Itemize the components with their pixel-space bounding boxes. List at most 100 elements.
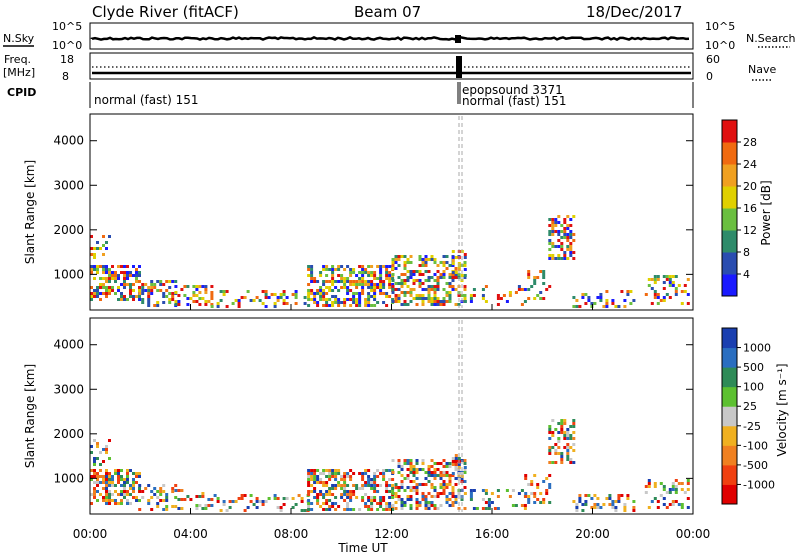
range-cell [162, 292, 166, 295]
range-cell [584, 500, 588, 503]
range-cell [605, 305, 609, 308]
range-cell [557, 215, 561, 218]
range-cell [358, 301, 362, 304]
range-cell [373, 277, 377, 280]
range-cell [108, 499, 111, 502]
range-cell [391, 267, 395, 270]
range-cell [409, 255, 413, 258]
range-cell [282, 503, 286, 506]
range-cell [481, 288, 485, 291]
range-cell [385, 484, 389, 487]
range-cell [207, 498, 211, 501]
range-cell [165, 493, 169, 496]
range-cell [575, 509, 579, 512]
velocity-colorbar-swatch [722, 386, 737, 407]
range-cell [90, 451, 93, 454]
range-cell [566, 431, 570, 434]
range-cell [653, 296, 657, 299]
range-cell [560, 419, 564, 422]
range-cell [90, 298, 93, 301]
range-cell [551, 218, 555, 221]
range-cell [108, 277, 111, 280]
range-cell [433, 489, 437, 492]
range-cell [150, 490, 154, 493]
range-cell [527, 276, 531, 279]
range-cell [111, 289, 114, 292]
range-cell [418, 297, 422, 300]
range-cell [346, 289, 350, 292]
range-cell [677, 482, 681, 485]
range-cell [463, 268, 467, 271]
range-cell [234, 299, 238, 302]
range-cell [123, 286, 126, 289]
range-cell [328, 298, 332, 301]
range-cell [364, 481, 368, 484]
range-cell [451, 259, 455, 262]
range-cell [391, 490, 395, 493]
range-cell [379, 283, 383, 286]
range-cell [548, 446, 552, 449]
range-cell [313, 301, 317, 304]
time-tick-label: 20:00 [575, 527, 610, 541]
range-cell [349, 298, 353, 301]
range-cell [261, 290, 265, 293]
range-cell [126, 499, 129, 502]
range-cell [367, 304, 371, 307]
range-cell [674, 488, 678, 491]
range-cell [448, 477, 452, 480]
range-cell [454, 483, 458, 486]
range-cell [334, 298, 338, 301]
range-cell [454, 276, 458, 279]
range-cell [135, 475, 138, 478]
range-cell [343, 304, 347, 307]
range-cell [150, 496, 154, 499]
range-cell [93, 457, 96, 460]
range-cell [415, 483, 419, 486]
range-cell [590, 302, 594, 305]
range-cell [415, 489, 419, 492]
range-cell [108, 502, 111, 505]
range-cell [548, 425, 552, 428]
range-cell [560, 458, 564, 461]
range-cell [138, 475, 141, 478]
range-cell [439, 486, 443, 489]
range-cell [319, 478, 323, 481]
range-cell [542, 276, 546, 279]
range-cell [569, 437, 573, 440]
range-cell [388, 283, 392, 286]
range-cell [563, 422, 567, 425]
range-cell [105, 478, 108, 481]
range-cell [505, 489, 509, 492]
range-cell [391, 273, 395, 276]
range-cell [548, 254, 552, 257]
range-cell [382, 472, 386, 475]
range-cell [165, 295, 169, 298]
range-cell [99, 286, 102, 289]
range-cell [391, 283, 395, 286]
range-cell [448, 462, 452, 465]
range-cell [424, 261, 428, 264]
range-cell [674, 479, 678, 482]
range-cell [307, 274, 311, 277]
range-cell [340, 301, 344, 304]
range-cell [572, 305, 576, 308]
range-cell [445, 501, 449, 504]
range-cell [180, 288, 184, 291]
range-cell [291, 506, 295, 509]
range-cell [560, 431, 564, 434]
range-cell [310, 475, 314, 478]
range-cell [138, 490, 142, 493]
range-cell [352, 472, 356, 475]
range-cell [560, 452, 564, 455]
range-cell [469, 294, 473, 297]
range-cell [430, 255, 434, 258]
range-cell [376, 286, 380, 289]
range-cell [90, 247, 93, 250]
range-cell [536, 483, 540, 486]
range-cell [397, 459, 401, 462]
range-cell [424, 495, 428, 498]
range-cell [409, 507, 413, 510]
range-cell [665, 293, 669, 296]
range-cell [370, 481, 374, 484]
